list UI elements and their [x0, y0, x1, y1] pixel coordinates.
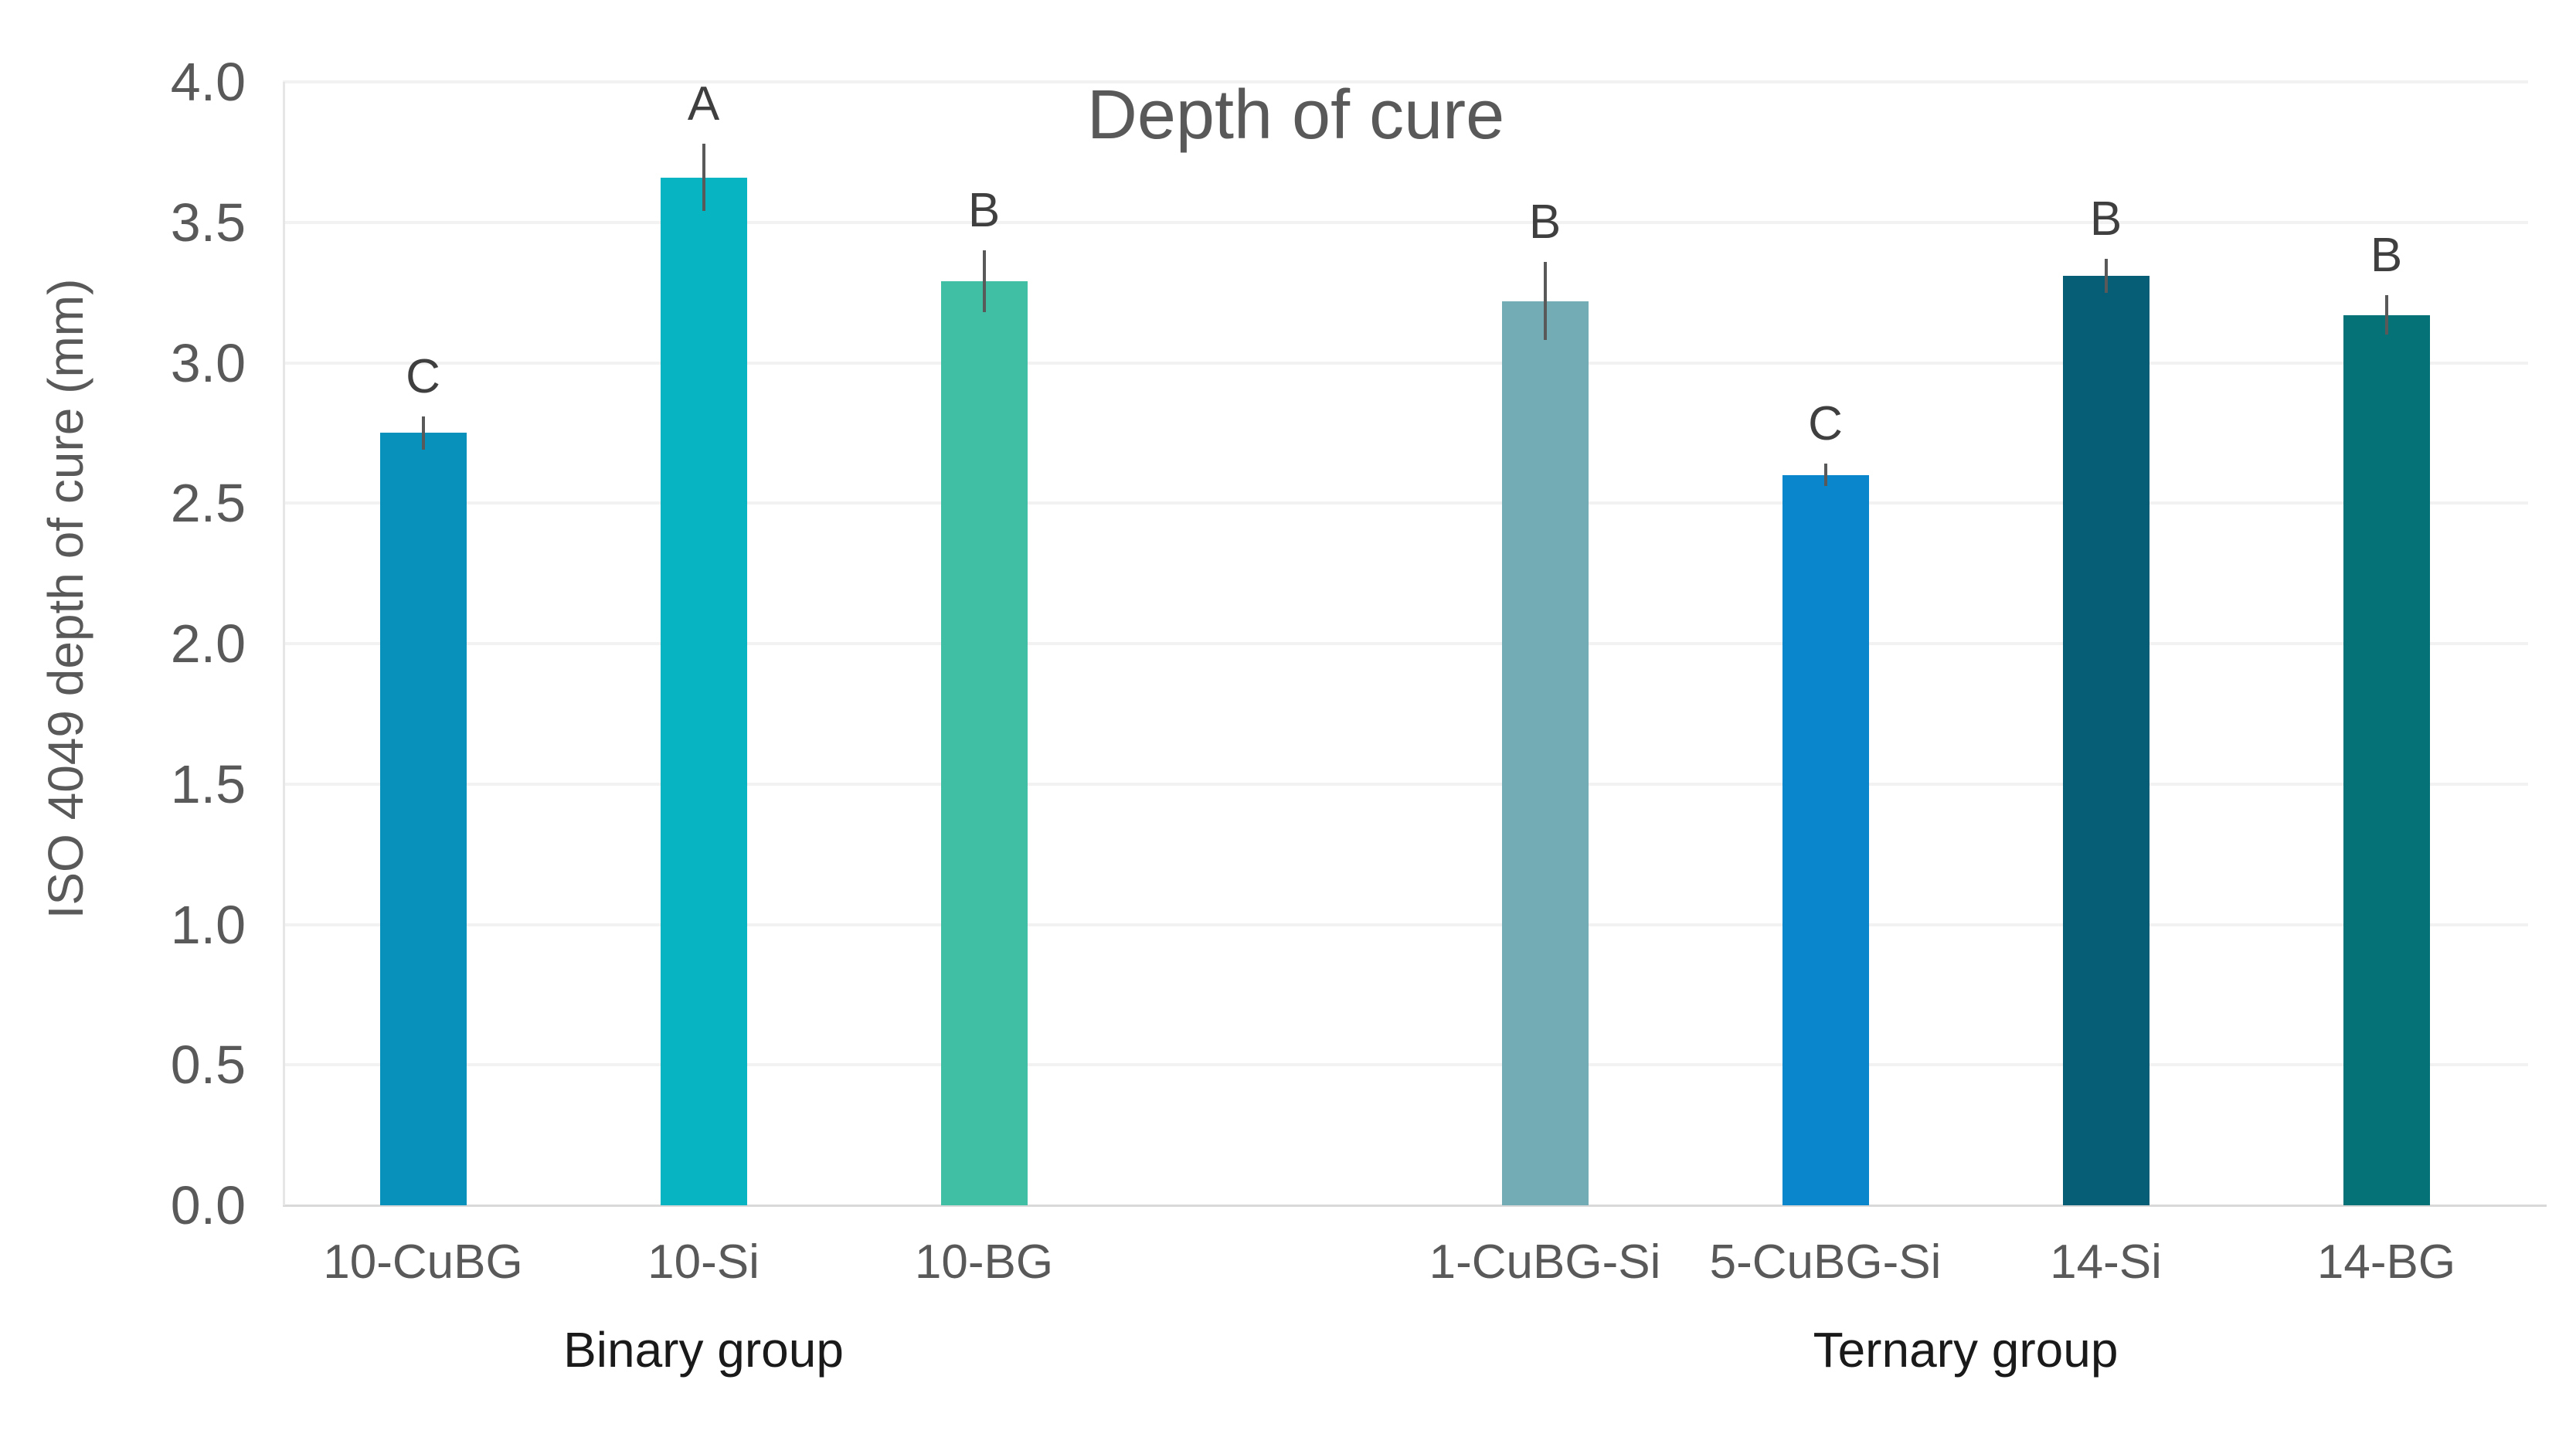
category-label-5-CuBG-Si: 5-CuBG-Si [1709, 1235, 1942, 1289]
y-tick-label: 1.0 [170, 894, 246, 955]
error-bar-10-Si [702, 143, 705, 212]
y-tick-label: 4.0 [170, 52, 246, 112]
significance-letter-5-CuBG-Si: C [1808, 397, 1843, 451]
category-label-14-Si: 14-Si [2050, 1235, 2162, 1289]
bar-5-CuBG-Si [1782, 474, 1869, 1205]
significance-letter-10-BG: B [967, 184, 1001, 238]
y-tick-label: 3.0 [170, 332, 246, 393]
category-label-14-BG: 14-BG [2316, 1235, 2456, 1289]
error-bar-10-CuBG [421, 416, 425, 450]
significance-letter-14-BG: B [2370, 229, 2403, 283]
gridline-y-1.0 [283, 923, 2528, 926]
bar-10-Si [660, 177, 747, 1205]
gridline-y-2.5 [283, 501, 2528, 505]
error-bar-5-CuBG-Si [1823, 464, 1827, 487]
x-axis-line [283, 1205, 2547, 1207]
bar-14-Si [2062, 275, 2149, 1205]
y-axis-title: ISO 4049 depth of cure (mm) [38, 278, 93, 919]
gridline-y-0.5 [283, 1063, 2528, 1067]
bar-10-BG [940, 281, 1028, 1205]
error-bar-1-CuBG-Si [1543, 261, 1547, 341]
y-tick-label: 2.5 [170, 473, 246, 534]
error-bar-10-BG [982, 250, 986, 313]
gridline-y-3.5 [283, 220, 2528, 224]
gridline-y-3.0 [283, 361, 2528, 365]
y-tick-label: 1.5 [170, 753, 246, 814]
y-axis-line [283, 82, 285, 1205]
gridline-y-4.0 [283, 80, 2528, 83]
significance-letter-10-Si: A [687, 76, 720, 131]
y-tick-label: 2.0 [170, 613, 246, 674]
bar-1-CuBG-Si [1501, 301, 1589, 1205]
y-tick-label: 0.0 [170, 1175, 246, 1235]
error-bar-14-BG [2384, 295, 2388, 335]
group-label-binary-group: Binary group [563, 1322, 844, 1378]
category-label-10-Si: 10-Si [647, 1235, 760, 1289]
significance-letter-10-CuBG: C [406, 349, 440, 403]
significance-letter-1-CuBG-Si: B [1528, 195, 1562, 249]
chart-title: Depth of cure [1086, 76, 1505, 154]
category-label-1-CuBG-Si: 1-CuBG-Si [1429, 1235, 1661, 1289]
gridline-y-1.5 [283, 782, 2528, 786]
significance-letter-14-Si: B [2089, 192, 2122, 246]
category-label-10-CuBG: 10-CuBG [323, 1235, 523, 1289]
error-bar-14-Si [2104, 259, 2108, 293]
group-label-ternary-group: Ternary group [1813, 1322, 2119, 1378]
category-label-10-BG: 10-BG [914, 1235, 1054, 1289]
bar-10-CuBG [379, 433, 467, 1205]
bar-14-BG [2343, 314, 2430, 1205]
y-tick-label: 3.5 [170, 192, 246, 253]
y-tick-label: 0.5 [170, 1035, 246, 1096]
gridline-y-2.0 [283, 642, 2528, 645]
